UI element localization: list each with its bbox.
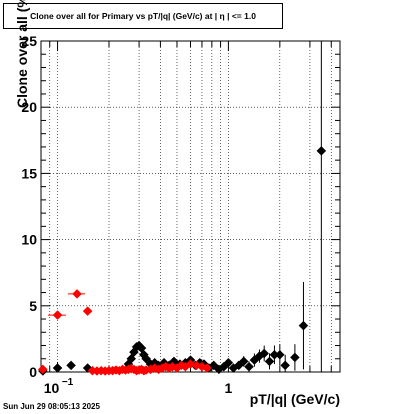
y-tick-label: 15 [21,165,37,181]
datestamp: Sun Jun 29 08:05:13 2025 [3,402,100,411]
data-point [280,360,291,371]
x-tick-label: 10 [44,380,60,396]
data-point [274,349,285,360]
data-point [52,310,63,320]
y-axis-label: Clone over all (%) [14,0,30,108]
y-tick-label: 0 [29,364,37,380]
grid-lines [41,41,340,372]
data-point [259,348,270,359]
y-tick-label: 5 [29,298,37,314]
y-tick-label: 20 [21,99,37,115]
data-point [238,356,249,367]
data-point [141,353,151,364]
data-point [37,364,48,375]
y-tick-label: 25 [21,33,37,49]
data-point [66,360,76,371]
data-point [223,357,234,368]
data-series [37,41,327,376]
x-tick-label: 1 [225,380,233,396]
data-point [52,363,63,373]
data-point [264,356,275,367]
data-point [202,363,212,373]
data-point [298,320,309,331]
x-tick-label-exponent: −1 [62,377,74,388]
x-axis-label: pT/|q| (GeV/c) [249,391,340,407]
y-tick-label: 10 [21,232,37,248]
data-point [290,352,300,363]
data-point [82,306,93,316]
data-point [316,146,327,156]
chart-title: Clone over all for Primary vs pT/|q| (Ge… [3,3,283,29]
data-point [72,289,82,299]
data-point [244,361,254,372]
